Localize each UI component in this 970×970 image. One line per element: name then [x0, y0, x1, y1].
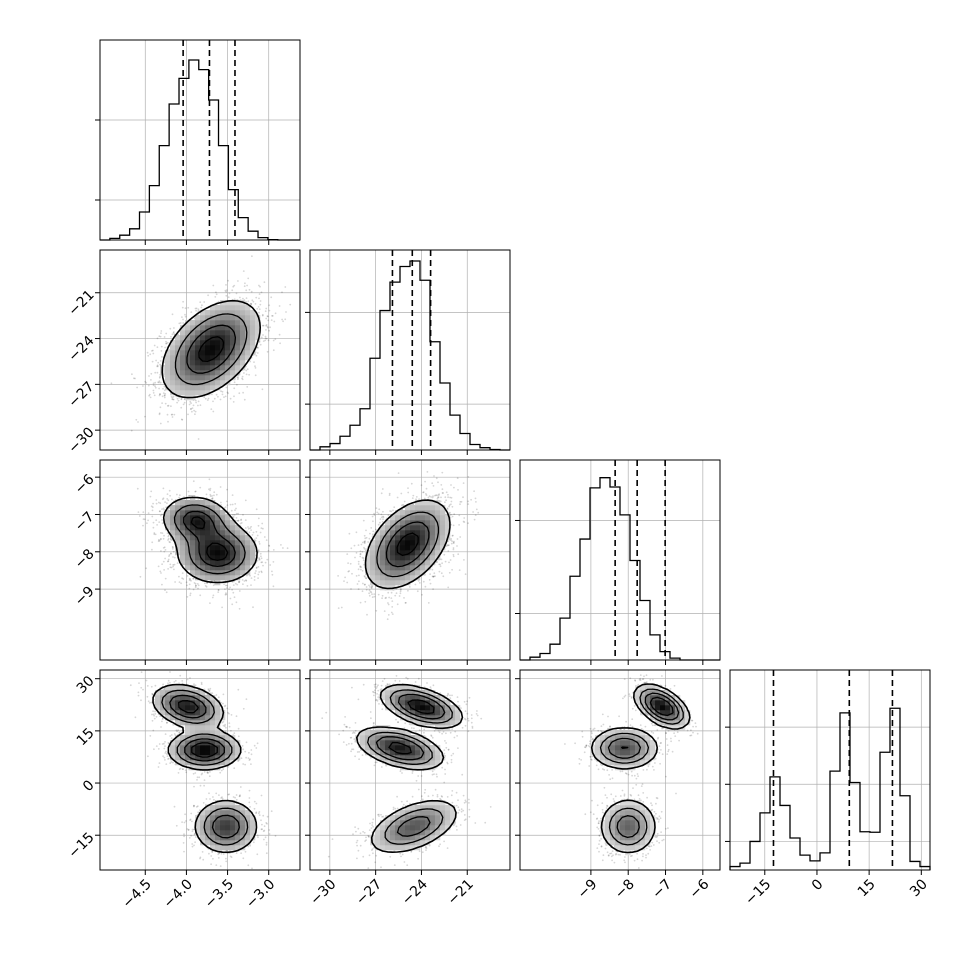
density-contours: [162, 496, 258, 584]
contour-level-0: [162, 496, 258, 584]
y-tick-label: −9: [72, 583, 98, 609]
contour-level-2: [169, 694, 240, 839]
density-panel-1-2: [305, 459, 511, 665]
x-tick-label: 0: [809, 876, 827, 894]
y-tick-label: 0: [80, 777, 98, 795]
x-tick-label: −15: [742, 876, 774, 908]
contour-level-3: [621, 696, 674, 749]
density-contours: [161, 299, 261, 399]
density-panel-0-1: [95, 249, 301, 455]
panel-frame: [309, 249, 511, 451]
density-contours: [590, 683, 691, 854]
y-tick-label: 30: [74, 673, 98, 697]
x-tick-label: −24: [399, 876, 431, 908]
density-panel-0-3: [95, 669, 301, 875]
panel-frame: [99, 459, 301, 661]
x-tick-label: −21: [445, 876, 477, 908]
histogram-panel-0: [95, 39, 301, 245]
histogram-step-line: [729, 707, 931, 870]
x-tick-label: −8: [612, 876, 638, 902]
density-panel-2-3: [515, 669, 721, 875]
y-tick-label: −6: [72, 471, 98, 497]
x-tick-label: 30: [907, 876, 931, 900]
histogram-panel-3: [725, 669, 931, 875]
density-contours: [364, 499, 451, 590]
y-tick-label: −8: [72, 546, 98, 572]
density-panel-0-2: [95, 459, 301, 665]
panel-frame: [99, 669, 301, 871]
contour-level-0: [161, 299, 261, 399]
contour-level-1: [173, 504, 246, 575]
histogram-background: [310, 250, 510, 450]
density-contours: [356, 683, 464, 853]
panel-frame: [729, 669, 931, 871]
panel-frame: [309, 669, 511, 871]
contour-level-0: [152, 683, 258, 854]
y-tick-label: −7: [72, 509, 98, 535]
x-tick-label: −7: [649, 876, 675, 902]
x-tick-label: −30: [307, 876, 339, 908]
contour-level-3: [396, 532, 419, 557]
contour-level-0: [356, 683, 464, 853]
y-tick-label: −21: [65, 287, 97, 319]
contour-level-0: [590, 683, 691, 854]
contour-level-3: [198, 336, 225, 363]
contour-level-2: [375, 693, 446, 837]
x-tick-label: −3.0: [243, 876, 278, 911]
y-tick-label: −27: [65, 379, 97, 411]
density-panel-1-3: [305, 669, 511, 875]
histogram-step-line: [100, 59, 300, 241]
histogram-step-line: [520, 477, 720, 661]
panel-frame: [99, 249, 301, 451]
x-tick-label: −4.0: [161, 876, 196, 911]
x-tick-label: −4.5: [120, 876, 155, 911]
x-tick-label: −27: [353, 876, 385, 908]
contour-level-2: [385, 521, 430, 568]
contour-level-1: [174, 313, 248, 386]
contour-level-2: [186, 324, 237, 374]
histogram-background: [100, 40, 300, 240]
histogram-panel-2: [515, 459, 721, 665]
y-tick-label: −15: [65, 830, 97, 862]
panel-frame: [519, 459, 721, 661]
histogram-panel-1: [305, 249, 511, 455]
contour-level-1: [161, 689, 249, 846]
x-tick-label: 15: [855, 876, 879, 900]
x-tick-label: −3.5: [202, 876, 237, 911]
y-tick-label: 15: [74, 725, 98, 749]
contour-level-3: [178, 700, 218, 758]
panel-frame: [99, 39, 301, 241]
contour-level-2: [607, 692, 680, 839]
contour-level-1: [367, 689, 453, 845]
density-contours: [152, 683, 258, 854]
contour-level-3: [388, 699, 435, 755]
panel-frame: [309, 459, 511, 661]
panel-frame: [519, 669, 721, 871]
contour-level-3: [190, 516, 229, 562]
contour-level-1: [376, 511, 440, 578]
histogram-step-line: [310, 260, 510, 451]
contour-level-1: [599, 688, 684, 846]
contour-level-2: [183, 510, 236, 568]
contour-level-0: [364, 499, 451, 590]
x-tick-label: −6: [687, 876, 713, 902]
x-tick-label: −9: [575, 876, 601, 902]
y-tick-label: −30: [65, 424, 97, 456]
y-tick-label: −24: [65, 333, 97, 365]
